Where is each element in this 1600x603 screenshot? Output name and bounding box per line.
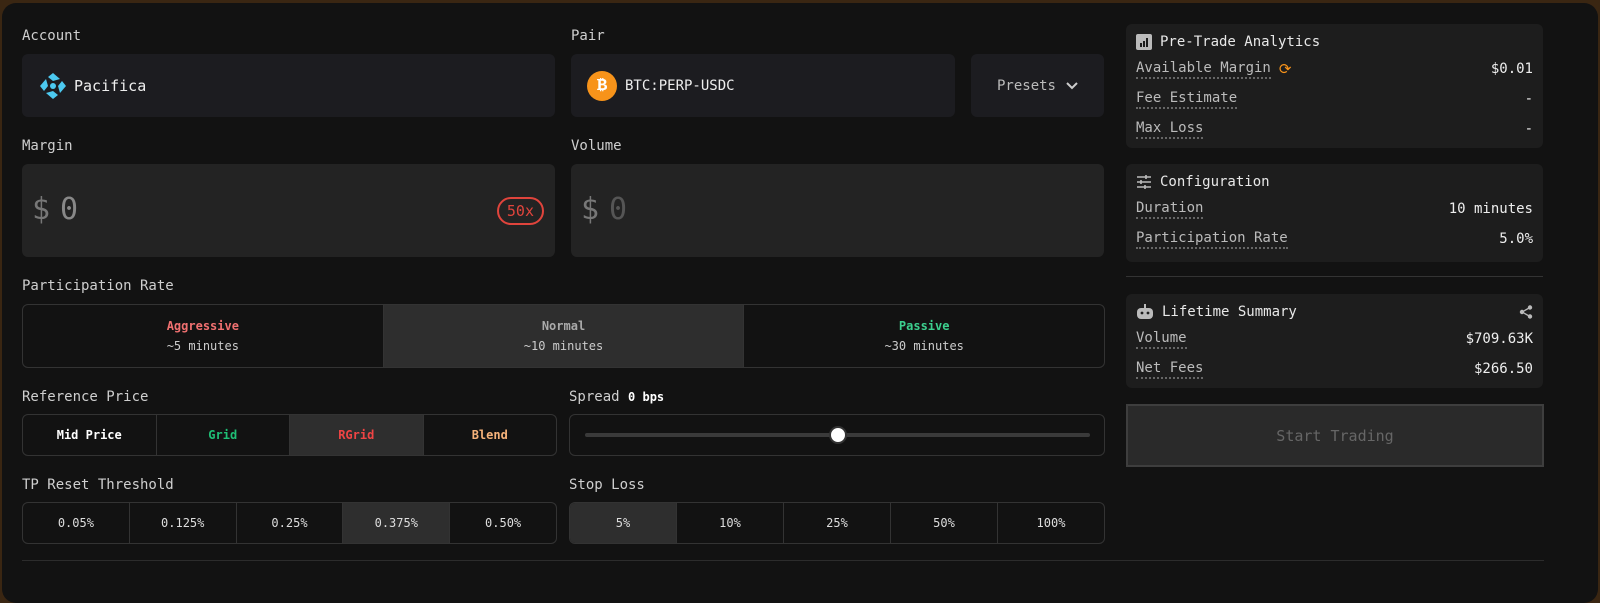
lifetime-volume-label: Volume [1136,329,1187,349]
duration-value: 10 minutes [1448,201,1533,217]
spread-label: Spread [569,389,620,405]
account-value: Pacifica [74,76,147,95]
option-name: Aggressive [166,319,239,333]
volume-input[interactable]: $ 0 [571,164,1104,257]
pair-select[interactable]: ₿ BTC:PERP-USDC [571,54,955,117]
participation-rate-selector: Aggressive ~5 minutes Normal ~10 minutes P… [22,304,1105,368]
card-title: Pre-Trade Analytics [1160,34,1321,50]
participation-rate-label: Participation Rate [1136,229,1288,249]
pair-value: BTC:PERP-USDC [625,77,735,94]
option-name: Blend [471,428,508,442]
spread-slider[interactable] [569,414,1105,456]
presets-dropdown[interactable]: Presets [971,54,1104,117]
volume-label: Volume [571,138,622,154]
tp-reset-selector: 0.05% 0.125% 0.25% 0.375% 0.50% [22,502,557,544]
tp-option[interactable]: 0.125% [130,503,237,543]
margin-input[interactable]: $ 0 50x [22,164,555,257]
option-duration: ~5 minutes [166,339,239,353]
lifetime-volume-value: $709.63K [1465,331,1533,347]
net-fees-value: $266.50 [1473,361,1533,377]
chevron-down-icon [1066,81,1078,89]
sliders-icon [1137,175,1151,189]
reference-option-blend[interactable]: Blend [424,415,557,455]
leverage-badge[interactable]: 50x [496,197,544,225]
dollar-sign: $ [32,192,51,227]
bitcoin-icon: ₿ [587,70,617,101]
divider [22,560,1544,561]
reference-option-mid-price[interactable]: Mid Price [23,415,157,455]
max-loss-value: - [1524,121,1533,137]
presets-label: Presets [996,77,1056,94]
share-icon[interactable] [1519,305,1533,319]
margin-label: Margin [22,138,73,154]
dollar-sign: $ [581,192,600,227]
stop-loss-option[interactable]: 5% [570,503,677,543]
available-margin-value: $0.01 [1490,61,1533,77]
tp-option[interactable]: 0.25% [237,503,344,543]
option-duration: ~30 minutes [884,339,964,353]
participation-rate-value: 5.0% [1499,231,1533,247]
reference-option-rgrid[interactable]: RGrid [290,415,424,455]
stop-loss-option[interactable]: 50% [891,503,998,543]
robot-icon [1137,304,1153,319]
tp-reset-label: TP Reset Threshold [22,477,174,493]
chart-icon [1136,34,1152,50]
option-duration: ~10 minutes [523,339,604,353]
tp-option[interactable]: 0.05% [23,503,130,543]
divider [1126,276,1543,277]
spread-label-row: Spread 0 bps [569,389,664,405]
pre-trade-analytics-card: Pre-Trade Analytics Available Margin ⟳ $0.… [1126,24,1543,148]
fee-estimate-label: Fee Estimate [1136,89,1238,109]
participation-option-aggressive[interactable]: Aggressive ~5 minutes [23,305,384,367]
stop-loss-selector: 5% 10% 25% 50% 100% [569,502,1105,544]
stop-loss-option[interactable]: 25% [784,503,891,543]
option-name: Mid Price [56,428,122,442]
stop-loss-option[interactable]: 10% [677,503,784,543]
stop-loss-label: Stop Loss [569,477,645,493]
participation-option-passive[interactable]: Passive ~30 minutes [744,305,1104,367]
option-name: RGrid [338,428,375,442]
refresh-icon[interactable]: ⟳ [1278,60,1292,78]
reference-option-grid[interactable]: Grid [157,415,290,455]
tp-option[interactable]: 0.50% [485,516,522,530]
participation-option-normal[interactable]: Normal ~10 minutes [383,305,745,367]
available-margin-label: Available Margin [1136,59,1271,79]
account-label: Account [22,28,82,44]
lifetime-summary-card: Lifetime Summary Volume $709.63K Net Fees… [1126,294,1543,388]
participation-label: Participation Rate [22,278,174,294]
margin-value: 0 [60,192,79,227]
stop-loss-option[interactable]: 100% [1036,516,1066,530]
tp-option[interactable]: 0.375% [343,503,451,543]
net-fees-label: Net Fees [1136,359,1204,379]
fee-estimate-value: - [1524,91,1533,107]
reference-price-selector: Mid Price Grid RGrid Blend [22,414,557,456]
reference-price-label: Reference Price [22,389,149,405]
card-title: Lifetime Summary [1162,304,1297,320]
pacifica-logo-icon [40,72,66,99]
spread-value: 0 bps [628,390,665,404]
option-name: Normal [541,319,586,333]
duration-label: Duration [1136,199,1204,219]
max-loss-label: Max Loss [1136,119,1204,139]
slider-thumb[interactable] [828,426,847,444]
start-trading-button[interactable]: Start Trading [1126,404,1544,467]
option-name: Grid [208,428,238,442]
pair-label: Pair [571,28,605,44]
configuration-card: Configuration Duration 10 minutes Partici… [1126,164,1543,262]
account-select[interactable]: Pacifica [22,54,555,117]
card-title: Configuration [1160,174,1270,190]
volume-value: 0 [609,192,628,227]
option-name: Passive [898,319,950,333]
